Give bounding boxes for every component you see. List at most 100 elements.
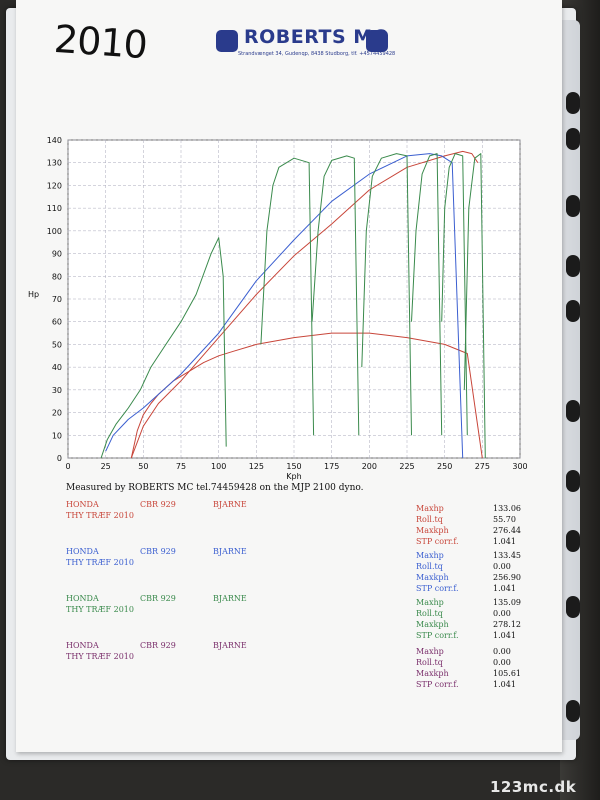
run-stat-label: Roll.tq bbox=[416, 562, 443, 571]
y-tick-label: 10 bbox=[52, 431, 62, 440]
punch-hole bbox=[566, 300, 580, 322]
y-tick-label: 20 bbox=[52, 409, 62, 418]
run-stat-label: STP corr.f. bbox=[416, 537, 459, 546]
run-stat-value: 0.00 bbox=[493, 609, 511, 618]
x-tick-label: 150 bbox=[286, 462, 301, 471]
run-stat-label: Maxkph bbox=[416, 573, 449, 582]
run-stat-value: 105.61 bbox=[493, 669, 521, 678]
punch-hole bbox=[566, 128, 580, 150]
x-tick-label: 275 bbox=[475, 462, 490, 471]
run-stat-label: STP corr.f. bbox=[416, 631, 459, 640]
run-stat-label: Maxkph bbox=[416, 526, 449, 535]
series-line bbox=[361, 153, 412, 436]
run-model: CBR 929 bbox=[140, 500, 176, 509]
run-stat-label: Maxhp bbox=[416, 551, 444, 560]
run-model: CBR 929 bbox=[140, 594, 176, 603]
brand-name: ROBERTS MC bbox=[244, 26, 388, 48]
y-tick-label: 120 bbox=[47, 181, 62, 190]
run-stat-label: Maxhp bbox=[416, 647, 444, 656]
series-line bbox=[463, 153, 486, 459]
x-tick-label: 300 bbox=[512, 462, 527, 471]
x-tick-label: 50 bbox=[138, 462, 148, 471]
run-stat-label: Roll.tq bbox=[416, 515, 443, 524]
punch-hole bbox=[566, 195, 580, 217]
run-stat-label: Maxkph bbox=[416, 669, 449, 678]
y-tick-label: 90 bbox=[52, 250, 62, 259]
punch-hole bbox=[566, 92, 580, 114]
series-line bbox=[260, 157, 315, 436]
run-rider: BJARNE bbox=[213, 500, 247, 509]
x-tick-label: 175 bbox=[324, 462, 339, 471]
run-rider: BJARNE bbox=[213, 594, 247, 603]
y-tick-label: 130 bbox=[47, 159, 62, 168]
run-stat-label: Maxhp bbox=[416, 504, 444, 513]
punch-hole bbox=[566, 400, 580, 422]
x-axis-label: Kph bbox=[286, 472, 301, 481]
run-make: HONDA bbox=[66, 641, 99, 650]
y-tick-label: 140 bbox=[47, 136, 62, 145]
run-stat-value: 135.09 bbox=[493, 598, 521, 607]
run-stat-value: 133.06 bbox=[493, 504, 521, 513]
x-tick-label: 200 bbox=[362, 462, 377, 471]
brand-address: Strandvænget 34, Gudenqp, 8438 Studborg,… bbox=[238, 51, 396, 57]
y-tick-label: 40 bbox=[52, 363, 62, 372]
series-line bbox=[130, 332, 483, 459]
x-tick-label: 125 bbox=[249, 462, 264, 471]
run-stat-value: 256.90 bbox=[493, 573, 521, 582]
y-tick-label: 30 bbox=[52, 386, 62, 395]
x-tick-label: 100 bbox=[211, 462, 226, 471]
run-event: THY TRÆF 2010 bbox=[66, 511, 134, 520]
punch-hole bbox=[566, 470, 580, 492]
measured-by-line: Measured by ROBERTS MC tel.74459428 on t… bbox=[66, 483, 364, 493]
punch-hole bbox=[566, 530, 580, 552]
series-line bbox=[105, 153, 464, 459]
punch-hole bbox=[566, 255, 580, 277]
run-model: CBR 929 bbox=[140, 547, 176, 556]
series-line bbox=[441, 153, 468, 436]
x-tick-label: 0 bbox=[65, 462, 70, 471]
run-stat-value: 0.00 bbox=[493, 658, 511, 667]
run-stat-label: Roll.tq bbox=[416, 609, 443, 618]
run-stat-value: 0.00 bbox=[493, 647, 511, 656]
run-stat-label: STP corr.f. bbox=[416, 584, 459, 593]
run-rider: BJARNE bbox=[213, 547, 247, 556]
x-tick-label: 225 bbox=[399, 462, 414, 471]
punch-hole bbox=[566, 700, 580, 722]
run-stat-value: 276.44 bbox=[493, 526, 521, 535]
run-stat-value: 1.041 bbox=[493, 680, 516, 689]
run-stat-value: 55.70 bbox=[493, 515, 516, 524]
run-event: THY TRÆF 2010 bbox=[66, 652, 134, 661]
y-tick-label: 110 bbox=[47, 204, 62, 213]
y-tick-label: 50 bbox=[52, 340, 62, 349]
run-rider: BJARNE bbox=[213, 641, 247, 650]
run-stat-label: Roll.tq bbox=[416, 658, 443, 667]
x-tick-label: 250 bbox=[437, 462, 452, 471]
punch-hole bbox=[566, 596, 580, 618]
run-stat-value: 0.00 bbox=[493, 562, 511, 571]
y-tick-label: 70 bbox=[52, 295, 62, 304]
run-make: HONDA bbox=[66, 594, 99, 603]
run-stat-value: 1.041 bbox=[493, 537, 516, 546]
y-tick-label: 0 bbox=[57, 454, 62, 463]
run-stat-value: 278.12 bbox=[493, 620, 521, 629]
series-line bbox=[130, 150, 479, 459]
run-make: HONDA bbox=[66, 500, 99, 509]
y-tick-label: 80 bbox=[52, 272, 62, 281]
run-event: THY TRÆF 2010 bbox=[66, 558, 134, 567]
run-stat-label: STP corr.f. bbox=[416, 680, 459, 689]
run-event: THY TRÆF 2010 bbox=[66, 605, 134, 614]
run-stat-value: 1.041 bbox=[493, 584, 516, 593]
x-tick-label: 25 bbox=[101, 462, 111, 471]
motorcycle-logo-icon bbox=[216, 30, 238, 52]
motorcycle-logo-icon bbox=[366, 30, 388, 52]
y-tick-label: 100 bbox=[47, 227, 62, 236]
x-tick-label: 75 bbox=[176, 462, 186, 471]
series-line bbox=[100, 237, 227, 459]
run-make: HONDA bbox=[66, 547, 99, 556]
series-line bbox=[411, 153, 443, 436]
series-line bbox=[311, 155, 360, 436]
y-axis-label: Hp bbox=[28, 290, 39, 299]
run-stat-value: 1.041 bbox=[493, 631, 516, 640]
y-tick-label: 60 bbox=[52, 318, 62, 327]
